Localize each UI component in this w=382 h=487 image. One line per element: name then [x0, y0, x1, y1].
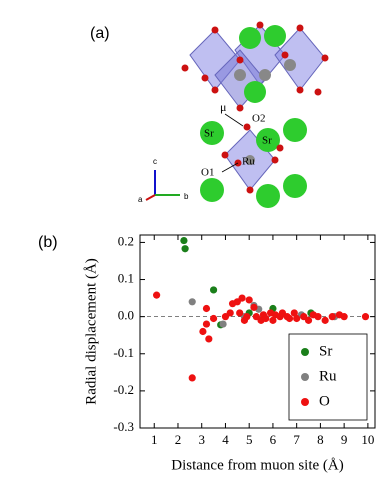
point	[226, 309, 234, 317]
y-tick-label: 0.2	[118, 233, 134, 248]
point	[202, 304, 211, 313]
point	[269, 316, 277, 324]
point	[153, 291, 161, 299]
point	[188, 298, 196, 306]
ru-atom	[245, 155, 255, 165]
x-tick-label: 3	[198, 432, 205, 447]
sr-atom	[283, 174, 307, 198]
point	[328, 313, 336, 321]
point	[293, 314, 301, 323]
point	[205, 335, 213, 343]
ru-atom	[234, 69, 246, 81]
y-tick-label: 0.1	[118, 271, 134, 286]
sr-atom	[239, 27, 261, 49]
x-tick-label: 4	[222, 432, 229, 447]
sr-atom	[200, 121, 224, 145]
x-tick-label: 10	[361, 432, 374, 447]
o-atoms	[181, 21, 329, 194]
point	[236, 309, 244, 317]
x-tick-label: 1	[151, 432, 158, 447]
plot-frame	[139, 234, 376, 429]
panel-label: (b)	[38, 234, 58, 251]
sr-atom	[200, 178, 224, 202]
y-tick-label: -0.3	[113, 419, 134, 434]
atom-label: μ	[220, 100, 226, 114]
y-tick-label: 0.0	[118, 308, 134, 323]
ru-atom	[259, 69, 271, 81]
legend-marker	[301, 398, 309, 406]
point	[199, 327, 207, 336]
x-tick-label: 7	[293, 432, 300, 447]
x-tick-label: 8	[317, 432, 324, 447]
point	[250, 303, 258, 311]
sr-atom	[264, 25, 286, 47]
atom-label: Sr	[262, 135, 272, 147]
legend-marker	[301, 348, 309, 356]
point	[180, 236, 188, 245]
legend-label: Sr	[319, 343, 332, 359]
point	[321, 316, 329, 324]
y-tick-label: -0.1	[113, 345, 134, 360]
structure: (a) μ O2 Sr Sr Ru O1	[90, 21, 329, 208]
panel-label: (a)	[90, 25, 110, 42]
chart: (b) 1 2 3 4 5 6 7 8 9 10 -0.3 -0.2 -0.1 0.0 0.1 0.2 Dist…	[38, 233, 376, 473]
axis-label: a	[138, 195, 143, 204]
point	[209, 286, 218, 294]
y-axis-label: Radial displacement (Å)	[83, 258, 99, 405]
x-tick-label: 9	[341, 432, 348, 447]
point	[262, 314, 270, 323]
point	[202, 320, 211, 328]
point	[219, 320, 227, 328]
sr-atom	[256, 184, 280, 208]
legend-marker	[301, 373, 309, 381]
point	[188, 374, 196, 382]
x-tick-label: 6	[270, 432, 277, 447]
sr-atom	[256, 128, 280, 152]
point	[245, 296, 253, 304]
point	[304, 316, 313, 324]
point	[361, 313, 370, 321]
axis-label: c	[153, 157, 157, 166]
x-axis-label: Distance from muon site (Å)	[171, 457, 343, 473]
point	[238, 294, 246, 302]
point	[340, 313, 348, 321]
x-tick-label: 5	[246, 432, 253, 447]
sr-atom	[244, 81, 266, 103]
point	[290, 309, 298, 317]
point	[314, 313, 322, 321]
ru-atom	[284, 59, 296, 71]
x-tick-label: 2	[175, 432, 182, 447]
sr-atom	[283, 118, 307, 142]
axis-label: b	[184, 192, 189, 201]
y-tick-label: -0.2	[113, 382, 134, 397]
point	[243, 313, 251, 321]
legend-label: O	[319, 393, 330, 409]
atom-label: O1	[201, 167, 214, 179]
atom-label: Ru	[242, 156, 255, 168]
legend-label: Ru	[319, 368, 337, 384]
atom-label: O2	[252, 113, 265, 125]
point	[209, 314, 218, 323]
atom-label: Sr	[204, 128, 214, 140]
point	[285, 314, 294, 323]
legend-box	[288, 333, 368, 421]
point	[181, 245, 189, 253]
